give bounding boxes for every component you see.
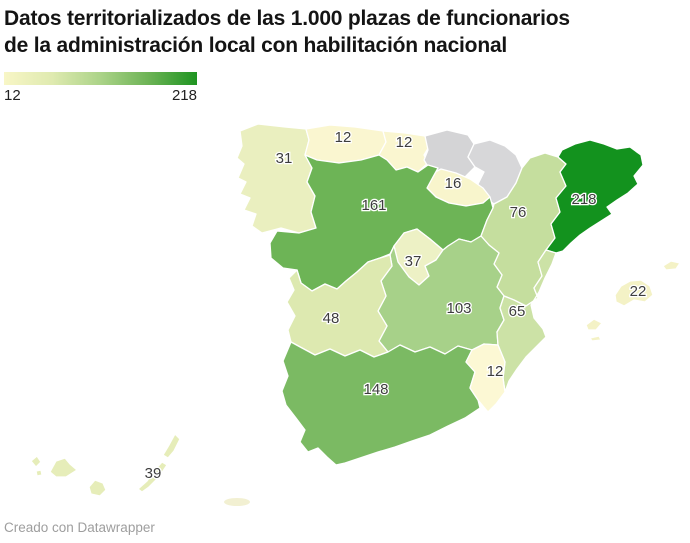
region-galicia[interactable]	[236, 123, 317, 234]
island-la-gomera[interactable]	[35, 469, 43, 477]
value-label-castilla-la-mancha: 103	[446, 300, 471, 317]
region-value-labels: 31 12 12 16 161 76 218 37 103 65 48 148 12 22 39	[143, 128, 647, 484]
island-formentera[interactable]	[589, 335, 602, 342]
region-baleares[interactable]	[585, 260, 681, 342]
island-mallorca[interactable]	[614, 279, 654, 307]
region-andalucia[interactable]	[281, 341, 481, 466]
region-canarias[interactable]	[30, 433, 181, 497]
value-label-castilla-y-leon: 161	[361, 197, 386, 214]
value-label-canarias: 39	[145, 465, 162, 482]
value-label-murcia: 12	[487, 363, 504, 380]
island-fuerteventura[interactable]	[137, 461, 168, 493]
region-cataluna[interactable]	[545, 139, 644, 254]
value-label-madrid: 37	[405, 253, 422, 270]
value-label-la-rioja: 16	[445, 175, 462, 192]
value-label-asturias: 12	[335, 129, 352, 146]
legend-min-label: 12	[4, 87, 21, 104]
small-island	[224, 498, 250, 506]
value-label-baleares: 22	[630, 283, 647, 300]
island-la-palma[interactable]	[30, 455, 42, 468]
chart-title-line1: Datos territorializados de las 1.000 pla…	[4, 7, 570, 30]
value-label-cataluna: 218	[571, 191, 596, 208]
chart-title: Datos territorializados de las 1.000 pla…	[4, 5, 664, 59]
island-ibiza[interactable]	[585, 318, 603, 331]
value-label-aragon: 76	[510, 204, 527, 221]
chart-title-line2: de la administración local con habilitac…	[4, 34, 508, 57]
color-legend: 12 218	[4, 72, 197, 104]
island-menorca[interactable]	[662, 260, 681, 271]
value-label-andalucia: 148	[363, 381, 388, 398]
island-gran-canaria[interactable]	[88, 479, 107, 497]
region-extremadura[interactable]	[286, 254, 393, 358]
legend-labels: 12 218	[4, 87, 197, 104]
value-label-extremadura: 48	[323, 310, 340, 327]
datawrapper-attribution-link[interactable]: Creado con Datawrapper	[4, 520, 155, 535]
island-tenerife[interactable]	[49, 457, 78, 478]
value-label-galicia: 31	[276, 150, 293, 167]
legend-gradient-bar	[4, 72, 197, 85]
island-lanzarote[interactable]	[162, 433, 181, 459]
legend-max-label: 218	[171, 87, 197, 104]
value-label-valencia: 65	[509, 303, 526, 320]
region-murcia[interactable]	[465, 343, 506, 413]
value-label-cantabria: 12	[396, 134, 413, 151]
